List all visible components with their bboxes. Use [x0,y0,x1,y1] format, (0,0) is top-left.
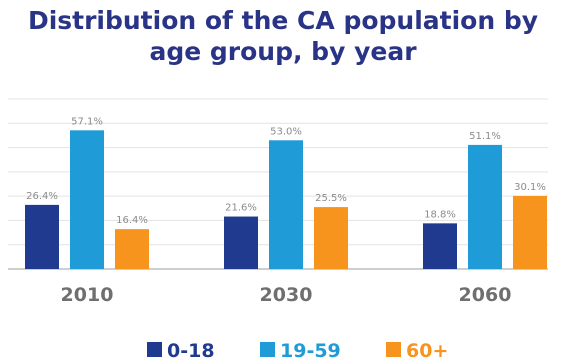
legend-label-0-18: 0-18 [167,340,215,362]
value-label-2030-60+: 25.5% [315,193,347,204]
bar-2030-60+ [314,207,348,269]
legend-swatch-0-18 [147,342,162,357]
bar-2060-60+ [513,195,547,269]
value-label-2060-60+: 30.1% [514,182,546,193]
bar-2010-19-59 [70,130,104,269]
bar-2030-0-18 [224,216,258,269]
value-label-2010-0-18: 26.4% [26,191,58,202]
legend-label-60+: 60+ [406,340,448,362]
category-label-2060: 2060 [459,284,512,306]
category-label-2030: 2030 [260,284,313,306]
value-label-2030-0-18: 21.6% [225,203,257,214]
value-label-2060-0-18: 18.8% [424,209,456,220]
value-label-2060-19-59: 51.1% [469,131,501,142]
chart-title-line-2: age group, by year [149,37,417,66]
legend-swatch-60+ [386,342,401,357]
value-label-2010-19-59: 57.1% [71,116,103,127]
bar-2060-0-18 [423,223,457,269]
bar-2030-19-59 [269,140,303,269]
legend: 0-18 19-59 60+ [147,340,448,362]
bar-2010-60+ [115,229,149,269]
category-labels: 2010 2030 2060 [61,284,512,306]
bar-2010-0-18 [25,204,59,269]
value-labels: 26.4% 57.1% 16.4% 21.6% 53.0% 25.5% 18.8% 51.1%… [26,116,546,226]
chart-title-line-1: Distribution of the CA population by [28,6,538,35]
legend-swatch-19-59 [260,342,275,357]
legend-label-19-59: 19-59 [280,340,341,362]
bars [25,130,547,269]
bar-2060-19-59 [468,144,502,269]
value-label-2030-19-59: 53.0% [270,126,302,137]
value-label-2010-60+: 16.4% [116,215,148,226]
category-label-2010: 2010 [61,284,114,306]
